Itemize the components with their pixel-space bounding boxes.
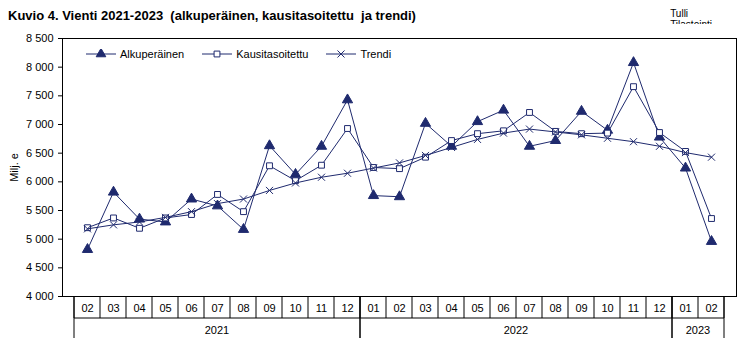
svg-text:12: 12	[653, 302, 665, 314]
svg-text:2023: 2023	[686, 324, 710, 336]
svg-text:05: 05	[471, 302, 483, 314]
svg-text:Milj. e: Milj. e	[8, 153, 20, 182]
svg-text:4 000: 4 000	[26, 290, 54, 302]
svg-text:01: 01	[367, 302, 379, 314]
svg-text:8 500: 8 500	[26, 32, 54, 44]
svg-text:08: 08	[237, 302, 249, 314]
html-text:Kuvio 4. Vienti 2021-2023 (alk: Kuvio 4. Vienti 2021-2023 (alkuperäinen,…	[8, 8, 416, 23]
html-text:Trendi: Trendi	[360, 48, 392, 60]
svg-text:6 500: 6 500	[26, 147, 54, 159]
svg-text:09: 09	[575, 302, 587, 314]
svg-text:04: 04	[133, 302, 145, 314]
svg-text:09: 09	[263, 302, 275, 314]
svg-text:03: 03	[107, 302, 119, 314]
svg-text:2022: 2022	[504, 324, 528, 336]
svg-text:5 000: 5 000	[26, 233, 54, 245]
svg-text:10: 10	[601, 302, 613, 314]
svg-text:4 500: 4 500	[26, 261, 54, 273]
svg-text:07: 07	[523, 302, 535, 314]
svg-text:04: 04	[445, 302, 457, 314]
svg-text:06: 06	[185, 302, 197, 314]
svg-text:02: 02	[81, 302, 93, 314]
svg-text:5 500: 5 500	[26, 204, 54, 216]
svg-text:01: 01	[679, 302, 691, 314]
svg-text:11: 11	[316, 302, 327, 314]
svg-text:6 000: 6 000	[26, 175, 54, 187]
svg-text:05: 05	[159, 302, 171, 314]
svg-text:11: 11	[628, 302, 639, 314]
svg-text:07: 07	[211, 302, 223, 314]
html-text:Tulli: Tulli	[670, 8, 689, 19]
svg-text:02: 02	[705, 302, 717, 314]
svg-text:12: 12	[341, 302, 353, 314]
html-text:Alkuperäinen: Alkuperäinen	[120, 48, 185, 60]
svg-text:03: 03	[419, 302, 431, 314]
svg-text:06: 06	[497, 302, 509, 314]
svg-text:8 000: 8 000	[26, 61, 54, 73]
svg-text:7 000: 7 000	[26, 118, 54, 130]
html-text:Kausitasoitettu: Kausitasoitettu	[236, 48, 309, 60]
svg-text:02: 02	[393, 302, 405, 314]
svg-text:2021: 2021	[205, 324, 229, 336]
svg-text:10: 10	[289, 302, 301, 314]
svg-text:08: 08	[549, 302, 561, 314]
html-text:Tilastointi: Tilastointi	[670, 19, 712, 30]
svg-text:7 500: 7 500	[26, 89, 54, 101]
